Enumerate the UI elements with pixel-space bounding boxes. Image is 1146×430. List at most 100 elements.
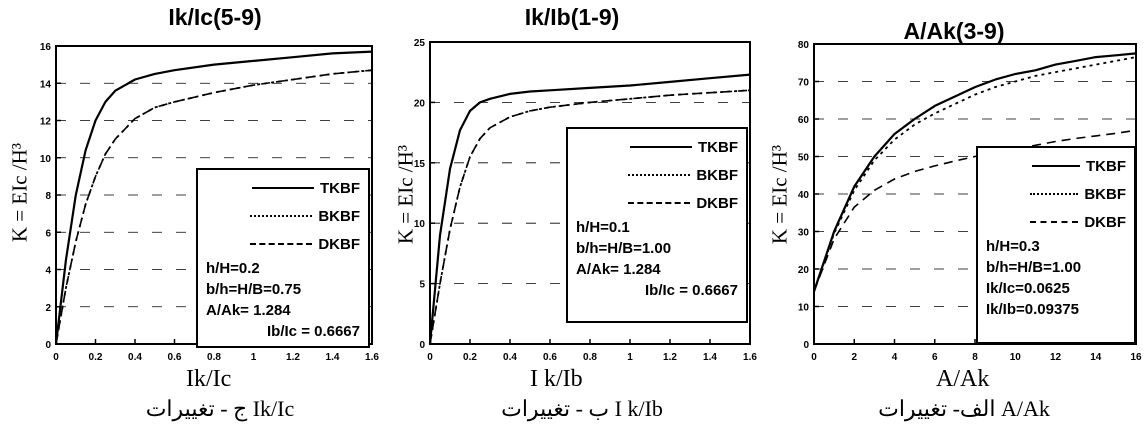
param-text: Ib/Ic = 0.6667 <box>645 282 738 299</box>
legend-entry: TKBF <box>576 133 738 161</box>
x-axis-label: Ik/Ic <box>186 366 232 392</box>
x-tick-label: 1.4 <box>326 352 340 363</box>
legend-entry: DKBF <box>576 189 738 217</box>
legend-label: BKBF <box>696 166 738 184</box>
chart-panel-3: A/Ak(3-9) K = EIc /H³ 0 10 20 30 40 50 60 70 80 0… <box>764 0 1146 430</box>
legend-entry: DKBF <box>986 208 1126 236</box>
legend-swatch-dotted <box>1030 193 1079 195</box>
legend-swatch-dotted <box>628 174 691 176</box>
x-tick-label: 0.6 <box>168 352 182 363</box>
legend-entry: BKBF <box>986 180 1126 208</box>
y-tick-label: 50 <box>798 153 810 164</box>
chart-title: Ik/Ib(1-9) <box>524 4 620 30</box>
legend-entry: BKBF <box>576 161 738 189</box>
x-tick-label: 16 <box>1130 352 1142 363</box>
series-line-tkbf <box>54 50 373 345</box>
x-tick-label: 0 <box>427 352 433 363</box>
chart-panel-2: Ik/Ib(1-9) K = EIc /H³ 0 5 10 15 20 25 0 0.2 0.4… <box>382 0 764 430</box>
legend-entry: TKBF <box>986 152 1126 180</box>
chart-title: Ik/Ic(5-9) <box>168 4 262 30</box>
plot-area: 0 2 4 6 8 10 12 14 16 0 0.2 0.4 0.6 0.8 1 1.2 1.4 1.6 <box>40 42 380 363</box>
x-tick-label: 14 <box>1090 352 1102 363</box>
x-tick-label: 0.4 <box>128 352 142 363</box>
x-tick-label: 0.6 <box>543 352 557 363</box>
series-line-dkbf <box>813 129 1137 292</box>
x-tick-label: 1 <box>627 352 633 363</box>
legend-swatch-dashed <box>1030 221 1079 223</box>
y-tick-label: 60 <box>798 115 810 126</box>
param-text: A/Ak= 1.284 <box>206 302 291 319</box>
legend: TKBF BKBF DKBF h/H=0.3 b/h=H/B=1.00 Ik/I… <box>976 146 1136 344</box>
y-tick-label: 0 <box>45 340 51 351</box>
y-tick-label: 25 <box>414 38 426 49</box>
param-text: h/H=0.1 <box>576 219 630 236</box>
y-tick-label: 0 <box>803 340 809 351</box>
figure-caption: الف- تغییرات A/Ak <box>878 396 1050 421</box>
legend-swatch-solid <box>630 146 692 148</box>
legend-label: TKBF <box>698 138 738 156</box>
y-tick-label: 4 <box>45 266 51 277</box>
figure-caption: ب - تغییرات I k/Ib <box>501 396 663 421</box>
y-tick-label: 2 <box>45 303 51 314</box>
legend-swatch-dashed <box>628 202 691 204</box>
x-tick-label: 0.8 <box>583 352 597 363</box>
param-text: Ik/Ib=0.09375 <box>986 301 1079 318</box>
y-tick-label: 10 <box>414 219 426 230</box>
y-tick-label: 20 <box>798 265 810 276</box>
legend-entry: TKBF <box>206 174 360 202</box>
x-tick-label: 0 <box>53 352 59 363</box>
y-tick-label: 20 <box>414 98 426 109</box>
y-tick-label: 30 <box>798 228 810 239</box>
y-tick-label: 0 <box>419 340 425 351</box>
param-text: b/h=H/B=0.75 <box>206 281 302 298</box>
x-tick-label: 1.4 <box>703 352 717 363</box>
y-tick-label: 80 <box>798 40 810 51</box>
legend-label: TKBF <box>320 179 360 197</box>
x-tick-label: 0.2 <box>89 352 103 363</box>
param-text: h/H=0.2 <box>206 260 260 277</box>
x-tick-label: 12 <box>1050 352 1062 363</box>
legend-label: TKBF <box>1086 157 1126 175</box>
y-tick-label: 70 <box>798 78 810 89</box>
legend-label: DKBF <box>318 235 360 253</box>
y-tick-label: 8 <box>45 191 51 202</box>
param-text: h/H=0.3 <box>986 238 1040 255</box>
x-tick-label: 2 <box>851 352 857 363</box>
x-tick-label: 0.8 <box>207 352 221 363</box>
y-tick-label: 12 <box>40 117 52 128</box>
param-text: A/Ak= 1.284 <box>576 261 661 278</box>
y-tick-label: 40 <box>798 190 810 201</box>
x-tick-label: 10 <box>1010 352 1022 363</box>
legend-entry: BKBF <box>206 202 360 230</box>
x-tick-label: 0.2 <box>463 352 477 363</box>
x-tick-label: 6 <box>932 352 938 363</box>
legend-label: DKBF <box>1084 213 1126 231</box>
x-tick-label: 0.4 <box>503 352 517 363</box>
y-tick-label: 14 <box>40 79 52 90</box>
y-tick-label: 5 <box>419 280 425 291</box>
chart-title: A/Ak(3-9) <box>903 18 1005 44</box>
x-axis-label: A/Ak <box>936 366 990 392</box>
series-line-dkbf <box>429 89 751 345</box>
figure-caption: ج - تغییرات Ik/Ic <box>145 396 295 421</box>
legend-swatch-solid <box>252 187 314 189</box>
param-text: b/h=H/B=1.00 <box>986 259 1082 276</box>
legend-swatch-solid <box>1032 165 1080 167</box>
y-tick-label: 10 <box>798 303 810 314</box>
chart-panel-1: Ik/Ic(5-9) K = EIc /H³ 0 2 4 6 8 10 12 14 16 0 0.2… <box>0 0 382 430</box>
series-line-tkbf <box>428 73 751 345</box>
param-text: Ik/Ic=0.0625 <box>986 280 1070 297</box>
x-axis-label: I k/Ib <box>530 366 583 392</box>
legend-label: BKBF <box>1084 185 1126 203</box>
x-tick-label: 1.6 <box>365 352 379 363</box>
legend-swatch-dotted <box>250 215 313 217</box>
x-tick-label: 1.2 <box>663 352 677 363</box>
y-tick-label: 6 <box>45 228 51 239</box>
legend-entry: DKBF <box>206 230 360 258</box>
y-tick-label: 10 <box>40 154 52 165</box>
x-tick-label: 1.2 <box>286 352 300 363</box>
x-tick-label: 1 <box>251 352 257 363</box>
x-tick-label: 4 <box>892 352 898 363</box>
legend: TKBF BKBF DKBF h/H=0.1 b/h=H/B=1.00 A/Ak… <box>566 127 748 323</box>
series-line-tkbf <box>812 52 1137 292</box>
